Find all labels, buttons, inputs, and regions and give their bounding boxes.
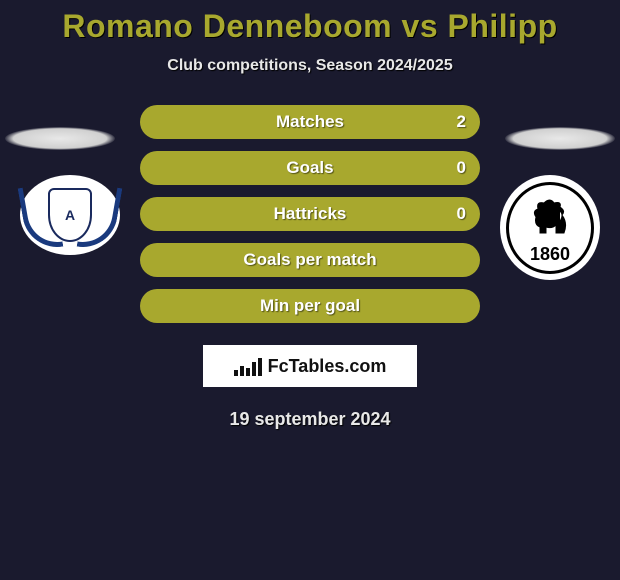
branding-box: FcTables.com: [203, 345, 417, 387]
branding-text: FcTables.com: [268, 356, 387, 377]
chart-icon: [234, 356, 262, 376]
page-title: Romano Denneboom vs Philipp: [0, 0, 620, 45]
stat-label: Goals: [286, 158, 333, 178]
lion-icon: [526, 193, 574, 251]
stat-label: Hattricks: [274, 204, 347, 224]
club-badge-right: 1860: [500, 175, 600, 280]
stat-right-value: 2: [457, 112, 466, 132]
club-badge-right-shape: 1860: [500, 175, 600, 280]
date-text: 19 september 2024: [0, 409, 620, 430]
club-left-letter: A: [62, 206, 78, 224]
stat-label: Min per goal: [260, 296, 360, 316]
subtitle: Club competitions, Season 2024/2025: [0, 57, 620, 75]
stat-row-min-per-goal: Min per goal: [140, 289, 480, 323]
stat-row-goals: Goals 0: [140, 151, 480, 185]
club-right-year: 1860: [530, 244, 570, 265]
player-avatar-right: [505, 127, 615, 150]
lion-badge-icon: 1860: [506, 182, 594, 274]
stat-row-hattricks: Hattricks 0: [140, 197, 480, 231]
player-avatar-left: [5, 127, 115, 150]
stat-right-value: 0: [457, 158, 466, 178]
stat-label: Goals per match: [243, 250, 376, 270]
stat-label: Matches: [276, 112, 344, 132]
stat-right-value: 0: [457, 204, 466, 224]
club-badge-left-shape: A: [20, 175, 120, 255]
club-badge-left: A: [20, 175, 120, 255]
stat-row-matches: Matches 2: [140, 105, 480, 139]
stat-row-goals-per-match: Goals per match: [140, 243, 480, 277]
shield-icon: A: [48, 188, 92, 242]
